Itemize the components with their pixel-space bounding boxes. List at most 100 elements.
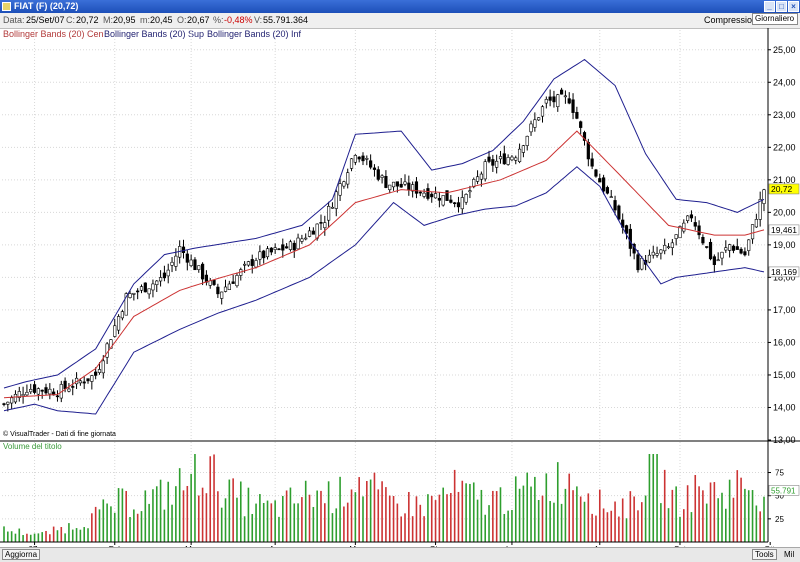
price-tick-label: 22,00 bbox=[773, 142, 796, 152]
candle-body bbox=[708, 241, 713, 260]
refresh-button[interactable]: Aggiorna bbox=[2, 549, 41, 560]
date-label: Data: bbox=[3, 15, 25, 25]
candle-body bbox=[265, 248, 270, 258]
candle-body bbox=[155, 280, 159, 286]
legend-center-band[interactable]: Bollinger Bands (20) Cen bbox=[3, 29, 104, 39]
candle-body bbox=[433, 193, 438, 199]
candle-body bbox=[185, 253, 189, 263]
candle-body bbox=[227, 283, 231, 291]
candle-body bbox=[97, 369, 102, 373]
lower-band-badge: 18,169 bbox=[771, 267, 797, 277]
close-icon[interactable]: × bbox=[788, 1, 799, 12]
candle-body bbox=[651, 251, 655, 256]
volume-last-badge-box bbox=[768, 485, 800, 496]
candle-body bbox=[670, 242, 674, 248]
close-price-badge: 20,72 bbox=[771, 184, 793, 194]
candle-body bbox=[300, 238, 304, 242]
price-tick-label: 19,00 bbox=[773, 240, 796, 250]
candle-body bbox=[243, 263, 247, 266]
candle-body bbox=[311, 230, 315, 235]
candle-body bbox=[349, 158, 354, 169]
candle-body bbox=[449, 199, 453, 203]
candle-body bbox=[628, 228, 632, 249]
candle-body bbox=[617, 205, 621, 220]
candle-body bbox=[189, 259, 193, 267]
period-select[interactable]: Giornaliero bbox=[752, 13, 798, 25]
candle-body bbox=[327, 206, 331, 221]
candle-body bbox=[220, 291, 224, 299]
candle-body bbox=[426, 188, 430, 199]
candle-body bbox=[491, 159, 495, 166]
candle-body bbox=[663, 245, 667, 252]
candle-body bbox=[403, 181, 407, 185]
candle-body bbox=[674, 234, 678, 239]
candle-body bbox=[269, 247, 273, 253]
candle-body bbox=[422, 192, 426, 197]
candle-body bbox=[510, 156, 514, 161]
candle-body bbox=[754, 219, 758, 228]
minimize-icon[interactable]: _ bbox=[764, 1, 775, 12]
tools-button[interactable]: Tools bbox=[752, 549, 777, 560]
upper-band-line bbox=[3, 58, 765, 389]
candle-body bbox=[216, 286, 220, 295]
candle-body bbox=[678, 226, 682, 239]
candle-body bbox=[724, 247, 728, 251]
candle-body bbox=[353, 155, 357, 163]
candle-body bbox=[212, 279, 216, 285]
low-label: m: bbox=[140, 15, 150, 25]
candle-body bbox=[273, 247, 277, 250]
candle-body bbox=[94, 371, 98, 376]
candle-body bbox=[388, 184, 392, 191]
candle-body bbox=[200, 263, 205, 280]
candle-body bbox=[468, 190, 472, 193]
volume-tick-label: 75 bbox=[775, 469, 784, 478]
candle-body bbox=[598, 178, 602, 183]
high-label: M: bbox=[103, 15, 113, 25]
candle-body bbox=[586, 142, 590, 160]
legend-upper-band[interactable]: Bollinger Bands (20) Sup bbox=[104, 29, 205, 39]
candle-body bbox=[36, 388, 40, 395]
candle-body bbox=[705, 246, 709, 248]
candle-body bbox=[315, 223, 319, 239]
candle-body bbox=[6, 401, 10, 405]
price-tick-label: 20,00 bbox=[773, 207, 796, 217]
candle-body bbox=[128, 293, 132, 298]
candle-body bbox=[162, 272, 167, 279]
candle-body bbox=[399, 183, 403, 188]
pct-label: %: bbox=[213, 15, 224, 25]
close-label: C: bbox=[66, 15, 75, 25]
candle-body bbox=[258, 251, 262, 260]
candle-body bbox=[17, 391, 21, 398]
candle-body bbox=[716, 259, 720, 262]
high-value: 20,95 bbox=[113, 15, 136, 25]
quote-info-bar: Data: 25/Set/07 C: 20,72 M: 20,95 m: 20,… bbox=[0, 13, 800, 29]
candle-body bbox=[556, 94, 560, 108]
candle-body bbox=[384, 175, 388, 188]
date-value: 25/Set/07 bbox=[26, 15, 65, 25]
candle-body bbox=[613, 200, 617, 211]
candle-body bbox=[372, 167, 377, 170]
price-tick-label: 23,00 bbox=[773, 110, 796, 120]
candle-body bbox=[376, 169, 380, 180]
candle-body bbox=[63, 380, 67, 389]
legend-lower-band[interactable]: Bollinger Bands (20) Inf bbox=[207, 29, 302, 39]
maximize-icon[interactable]: □ bbox=[776, 1, 787, 12]
candle-body bbox=[640, 257, 644, 270]
center-band-line bbox=[3, 130, 765, 399]
candle-body bbox=[582, 132, 587, 141]
close-price-badge-box bbox=[768, 183, 800, 195]
candle-body bbox=[67, 388, 71, 392]
candle-body bbox=[277, 248, 281, 251]
candle-body bbox=[101, 360, 105, 374]
candle-body bbox=[197, 265, 201, 270]
candle-body bbox=[254, 260, 258, 268]
candle-body bbox=[758, 199, 762, 220]
candle-body bbox=[728, 244, 732, 251]
candle-body bbox=[407, 182, 411, 191]
open-label: O: bbox=[177, 15, 187, 25]
candle-body bbox=[655, 253, 659, 256]
candle-body bbox=[533, 119, 537, 128]
volume-last-badge: 55.791 bbox=[771, 486, 796, 495]
candle-body bbox=[544, 99, 548, 104]
